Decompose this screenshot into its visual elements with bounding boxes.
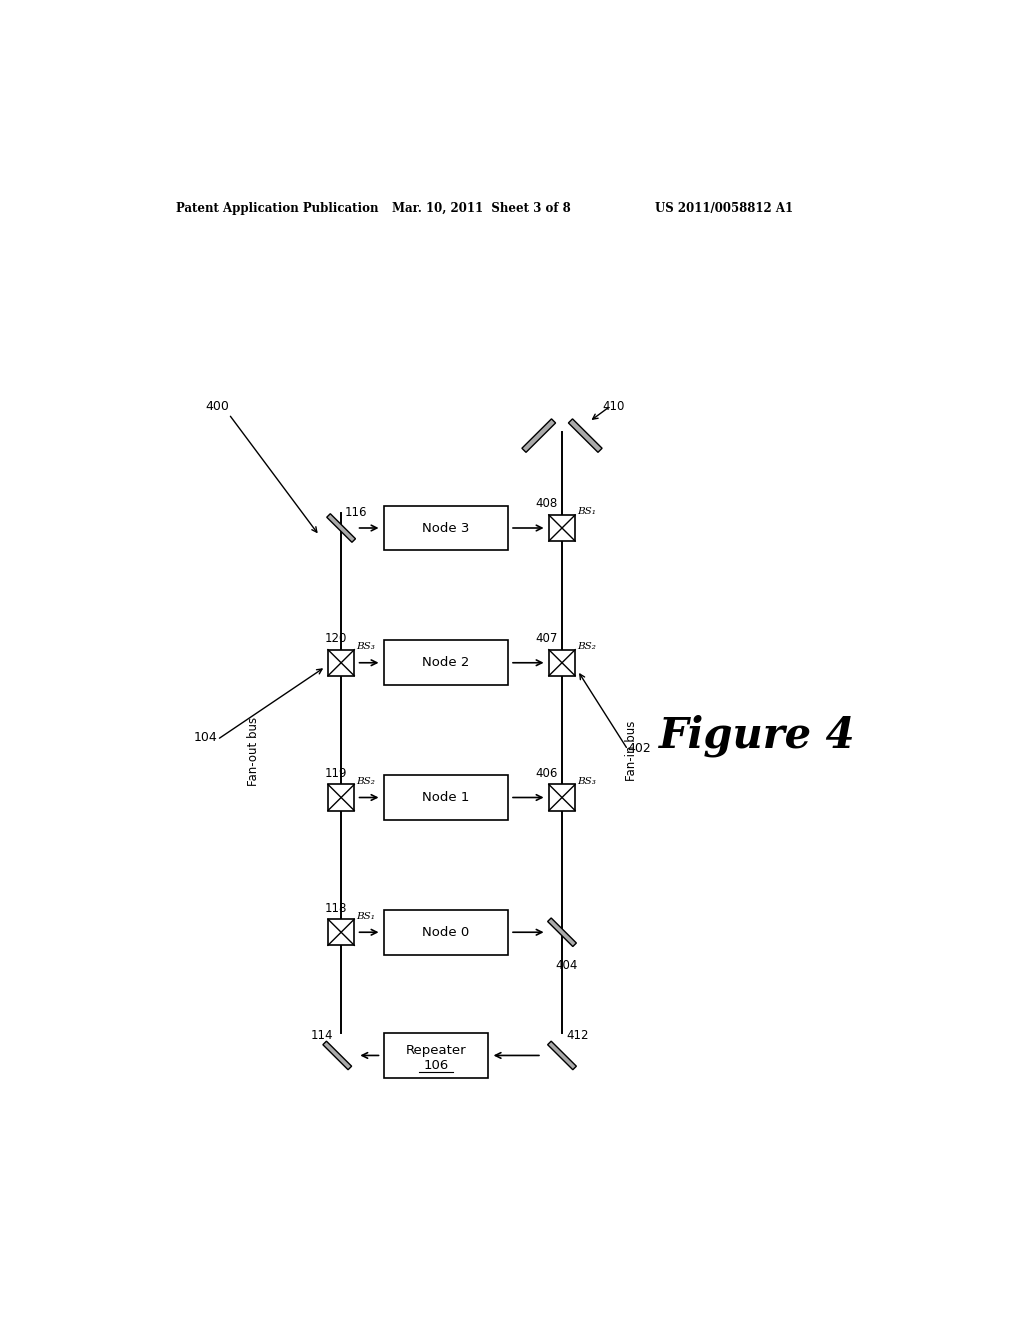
Text: BS₃: BS₃ [578, 777, 596, 785]
Text: 404: 404 [556, 958, 579, 972]
Bar [384, 640, 508, 685]
Text: 116: 116 [345, 506, 368, 519]
Bar [384, 1034, 488, 1077]
Text: Patent Application Publication: Patent Application Publication [176, 202, 379, 215]
Text: Mar. 10, 2011  Sheet 3 of 8: Mar. 10, 2011 Sheet 3 of 8 [391, 202, 570, 215]
Bar [328, 784, 354, 810]
Text: Node 1: Node 1 [422, 791, 469, 804]
Bar [549, 515, 575, 541]
Text: 119: 119 [325, 767, 347, 780]
Bar [384, 909, 508, 954]
Text: 114: 114 [311, 1028, 334, 1041]
Text: Figure 4: Figure 4 [658, 714, 855, 758]
Text: Fan-in bus: Fan-in bus [626, 721, 638, 781]
Polygon shape [548, 917, 577, 946]
Bar [328, 919, 354, 945]
Polygon shape [327, 513, 355, 543]
Text: BS₂: BS₂ [578, 643, 596, 651]
Text: 408: 408 [535, 498, 557, 511]
Bar [384, 506, 508, 550]
Bar [384, 775, 508, 820]
Text: Repeater: Repeater [406, 1044, 466, 1057]
Text: BS₁: BS₁ [356, 912, 376, 921]
Polygon shape [548, 1041, 577, 1069]
Text: 104: 104 [194, 730, 218, 743]
Text: 410: 410 [602, 400, 625, 413]
Text: 406: 406 [535, 767, 557, 780]
Text: BS₂: BS₂ [356, 777, 376, 785]
Text: BS₃: BS₃ [356, 643, 376, 651]
Bar [328, 649, 354, 676]
Text: US 2011/0058812 A1: US 2011/0058812 A1 [655, 202, 794, 215]
Polygon shape [568, 418, 602, 453]
Text: Node 3: Node 3 [422, 521, 469, 535]
Text: 412: 412 [566, 1028, 589, 1041]
Polygon shape [522, 418, 556, 453]
Polygon shape [323, 1041, 351, 1069]
Text: Node 0: Node 0 [422, 925, 469, 939]
Text: 118: 118 [325, 902, 347, 915]
Text: 106: 106 [424, 1059, 449, 1072]
Text: 402: 402 [628, 742, 651, 755]
Bar [549, 784, 575, 810]
Text: Fan-out bus: Fan-out bus [247, 717, 260, 785]
Text: 400: 400 [206, 400, 229, 413]
Text: 120: 120 [325, 632, 347, 645]
Text: Node 2: Node 2 [422, 656, 469, 669]
Bar [549, 649, 575, 676]
Text: BS₁: BS₁ [578, 507, 596, 516]
Text: 407: 407 [535, 632, 557, 645]
